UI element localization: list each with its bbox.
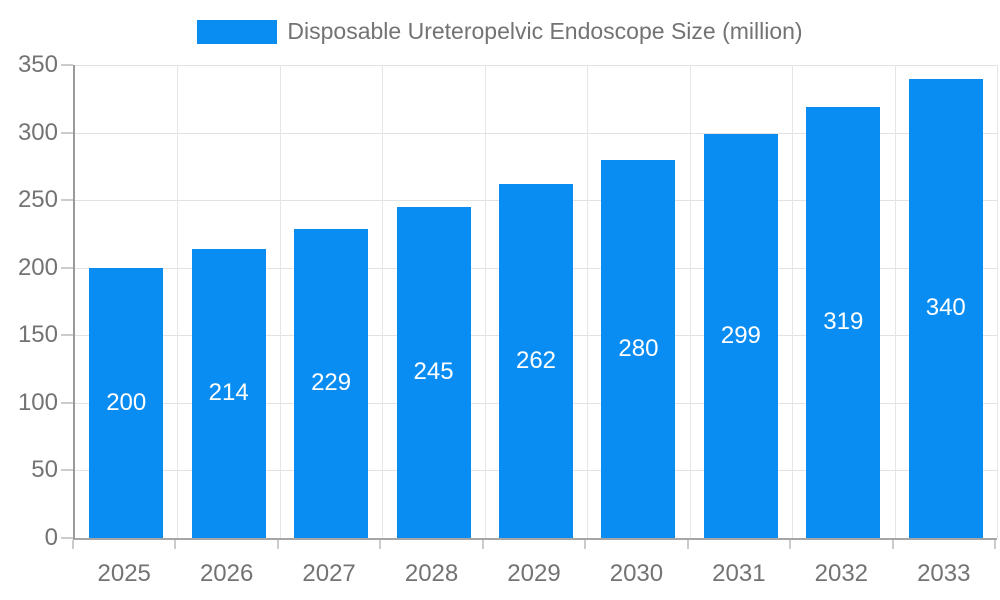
- x-axis-label: 2032: [814, 560, 869, 587]
- x-axis-label: 2028: [404, 560, 459, 587]
- y-axis-tick: [61, 469, 73, 472]
- category-gridline: [484, 65, 486, 538]
- y-axis-tick: [61, 266, 73, 269]
- x-axis-tick: [276, 540, 279, 549]
- y-gridline: [75, 132, 997, 134]
- x-axis-tick: [686, 540, 689, 549]
- bar-value-label: 262: [515, 346, 557, 374]
- x-axis-label: 2031: [712, 560, 766, 587]
- y-axis-label: 150: [17, 321, 58, 349]
- bar: 200: [89, 267, 164, 538]
- legend-swatch: [197, 19, 278, 44]
- bar-value-label: 299: [720, 321, 761, 349]
- bar: 262: [499, 183, 573, 538]
- x-axis-label: 2027: [302, 560, 356, 587]
- category-gridline: [177, 65, 179, 538]
- x-axis-tick: [789, 540, 792, 549]
- bar: 245: [396, 206, 471, 538]
- x-axis-tick: [379, 540, 382, 549]
- y-axis-tick: [61, 537, 73, 539]
- bar: 299: [703, 133, 778, 538]
- x-axis-tick: [72, 540, 74, 549]
- y-axis-label: 250: [17, 186, 58, 214]
- y-axis-label: 350: [17, 51, 58, 78]
- bar: 319: [806, 106, 881, 538]
- plot-area: 200 214 229 245 262 280 299 319 340: [73, 65, 998, 540]
- x-axis-tick: [481, 540, 484, 549]
- y-axis-tick: [61, 334, 73, 337]
- x-axis-tick: [584, 540, 587, 549]
- bar-value-label: 200: [106, 388, 147, 416]
- x-axis-label: 2030: [609, 560, 664, 587]
- category-gridline: [689, 65, 691, 538]
- x-axis-tick: [891, 540, 894, 549]
- y-axis-label: 0: [44, 524, 58, 551]
- category-gridline: [382, 65, 384, 538]
- bar-value-label: 245: [413, 358, 454, 386]
- x-axis-tick: [174, 540, 177, 549]
- bar-value-label: 229: [311, 369, 352, 397]
- category-gridline: [792, 65, 794, 538]
- bar: 214: [191, 248, 266, 538]
- legend-label: Disposable Ureteropelvic Endoscope Size …: [287, 18, 803, 44]
- y-gridline: [75, 65, 997, 66]
- x-axis-label: 2029: [507, 560, 561, 587]
- bar-value-label: 319: [823, 308, 864, 336]
- bar: 280: [601, 159, 676, 538]
- y-axis-label: 50: [31, 456, 58, 484]
- y-axis-tick: [61, 401, 73, 404]
- y-axis-tick: [61, 131, 73, 134]
- y-axis-tick: [61, 199, 73, 202]
- y-axis-label: 300: [17, 118, 58, 146]
- bar-value-label: 214: [208, 379, 249, 407]
- category-gridline: [894, 65, 896, 538]
- y-axis-tick: [61, 64, 73, 66]
- y-axis-label: 100: [17, 388, 58, 416]
- category-gridline: [997, 65, 998, 538]
- bar-value-label: 340: [925, 294, 966, 322]
- category-gridline: [587, 65, 589, 538]
- x-axis-tick: [994, 540, 996, 549]
- bar: 229: [294, 228, 369, 538]
- bar: 340: [908, 78, 983, 538]
- chart-legend: Disposable Ureteropelvic Endoscope Size …: [0, 18, 1000, 45]
- category-gridline: [279, 65, 281, 538]
- y-axis-label: 200: [17, 253, 58, 281]
- bar-value-label: 280: [618, 334, 659, 362]
- x-axis-label: 2026: [199, 560, 254, 587]
- x-axis-label: 2033: [917, 560, 971, 587]
- x-axis-label: 2025: [97, 560, 151, 587]
